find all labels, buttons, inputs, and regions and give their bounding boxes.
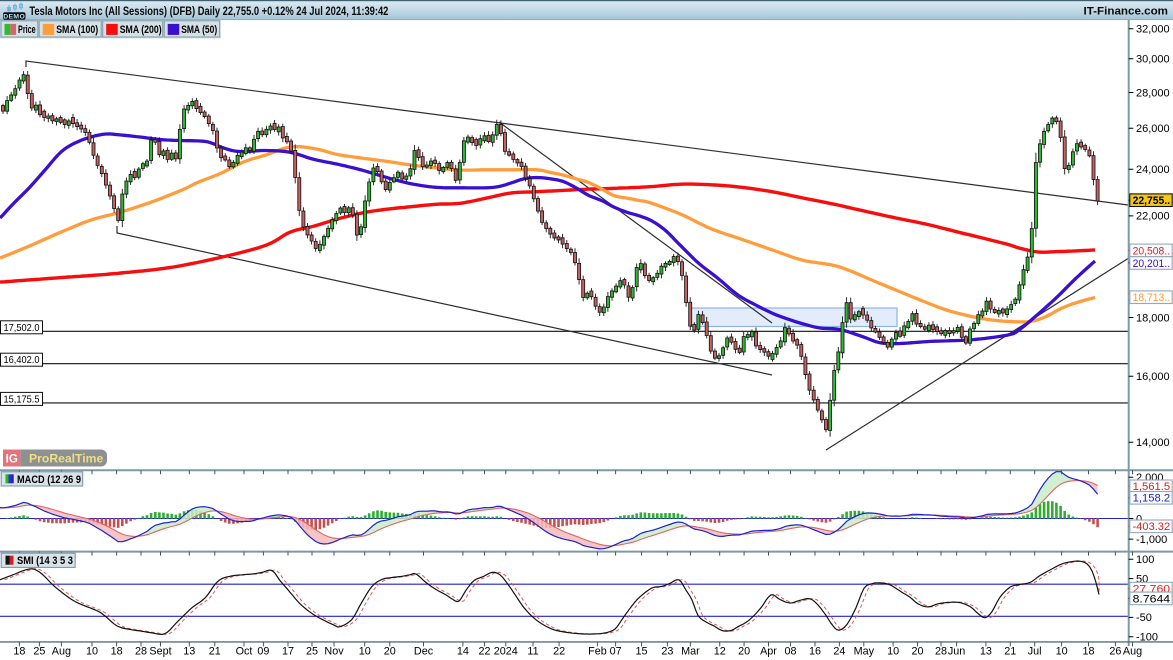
svg-text:Tesla Motors Inc (All Sessions: Tesla Motors Inc (All Sessions) (DFB) Da… [29, 4, 388, 18]
svg-text:10: 10 [1056, 646, 1068, 658]
svg-text:-50: -50 [1136, 612, 1152, 624]
svg-text:20,508..: 20,508.. [1133, 245, 1171, 257]
svg-text:100: 100 [1136, 554, 1154, 566]
svg-text:26,000: 26,000 [1136, 123, 1170, 135]
svg-text:09: 09 [257, 646, 269, 658]
svg-text:-1,000: -1,000 [1136, 534, 1167, 546]
svg-text:IG: IG [6, 454, 18, 466]
svg-text:28: 28 [135, 646, 147, 658]
svg-text:22: 22 [553, 646, 565, 658]
svg-text:20,201..: 20,201.. [1133, 258, 1171, 270]
svg-text:2024: 2024 [494, 646, 518, 658]
svg-text:Aug: Aug [52, 646, 71, 658]
svg-text:18: 18 [111, 646, 123, 658]
svg-text:07: 07 [610, 646, 622, 658]
svg-text:18,713..: 18,713.. [1133, 292, 1171, 304]
svg-text:Apr: Apr [760, 646, 777, 658]
svg-text:16: 16 [809, 646, 821, 658]
svg-text:24: 24 [833, 646, 845, 658]
svg-text:Feb: Feb [588, 646, 607, 658]
svg-text:28: 28 [935, 646, 947, 658]
svg-text:MACD (12 26 9: MACD (12 26 9 [17, 474, 81, 486]
svg-text:13: 13 [980, 646, 992, 658]
svg-text:1,158.2: 1,158.2 [1133, 493, 1171, 505]
svg-text:20: 20 [738, 646, 750, 658]
svg-text:Sept: Sept [149, 646, 171, 658]
svg-text:22: 22 [478, 646, 490, 658]
svg-text:30,000: 30,000 [1136, 54, 1170, 66]
svg-text:SMI (14 3 5 3: SMI (14 3 5 3 [17, 555, 73, 567]
svg-text:32,000: 32,000 [1136, 24, 1170, 36]
svg-text:13: 13 [183, 646, 195, 658]
svg-text:Jul: Jul [1028, 646, 1042, 658]
svg-text:0: 0 [1136, 513, 1142, 525]
svg-text:SMA (50): SMA (50) [181, 24, 217, 36]
svg-text:26: 26 [1109, 646, 1121, 658]
svg-text:May: May [854, 646, 875, 658]
svg-text:14: 14 [457, 646, 469, 658]
svg-text:Jun: Jun [948, 646, 965, 658]
svg-text:15: 15 [635, 646, 647, 658]
svg-text:Nov: Nov [324, 646, 344, 658]
svg-text:10: 10 [359, 646, 371, 658]
svg-text:8.7644: 8.7644 [1133, 593, 1171, 605]
svg-text:21: 21 [1004, 646, 1016, 658]
svg-text:10: 10 [887, 646, 899, 658]
svg-text:Dec: Dec [414, 646, 434, 658]
svg-text:23: 23 [661, 646, 673, 658]
svg-text:-403.32: -403.32 [1133, 521, 1171, 533]
svg-text:24,000: 24,000 [1136, 164, 1170, 176]
svg-text:25: 25 [33, 646, 45, 658]
svg-text:08: 08 [784, 646, 796, 658]
svg-text:ProRealTime: ProRealTime [29, 451, 104, 465]
svg-text:-100: -100 [1136, 632, 1158, 644]
svg-text:20: 20 [384, 646, 396, 658]
svg-text:18: 18 [1082, 646, 1094, 658]
svg-text:16,000: 16,000 [1136, 371, 1170, 383]
svg-text:17,502.0: 17,502.0 [4, 323, 40, 334]
svg-text:18,000: 18,000 [1136, 312, 1170, 324]
svg-text:16,402.0: 16,402.0 [4, 355, 40, 366]
svg-text:12: 12 [714, 646, 726, 658]
svg-text:Price: Price [18, 24, 36, 36]
svg-text:IT-Finance.com: IT-Finance.com [1084, 5, 1169, 17]
svg-text:15,175.5: 15,175.5 [4, 394, 40, 405]
svg-text:SMA (100): SMA (100) [56, 24, 98, 36]
svg-text:SMA (200): SMA (200) [120, 24, 162, 36]
svg-text:Oct: Oct [236, 646, 253, 658]
svg-text:25: 25 [306, 646, 318, 658]
svg-text:20: 20 [911, 646, 923, 658]
svg-text:Aug: Aug [1123, 646, 1142, 658]
svg-text:11: 11 [527, 646, 538, 658]
svg-text:1,561.5: 1,561.5 [1133, 481, 1171, 493]
svg-text:10: 10 [86, 646, 98, 658]
svg-text:Mar: Mar [681, 646, 700, 658]
svg-text:18: 18 [13, 646, 25, 658]
svg-text:DEMO: DEMO [3, 13, 25, 20]
svg-text:17: 17 [282, 646, 294, 658]
svg-text:22,000: 22,000 [1136, 211, 1170, 223]
svg-text:14,000: 14,000 [1136, 437, 1170, 449]
svg-text:28,000: 28,000 [1136, 87, 1170, 99]
svg-text:22,755..: 22,755.. [1133, 195, 1171, 207]
svg-text:21: 21 [209, 646, 221, 658]
